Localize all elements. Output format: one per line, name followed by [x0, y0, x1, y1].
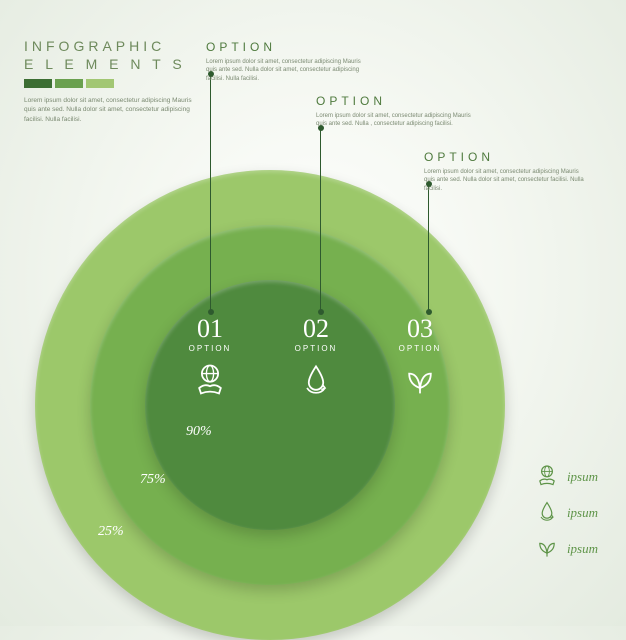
legend-item-2: ipsum	[535, 499, 598, 527]
header-body: Lorem ipsum dolor sit amet, consectetur …	[24, 96, 194, 124]
callout-body-1: Lorem ipsum dolor sit amet, consectetur …	[206, 58, 366, 83]
callout-title-1: OPTION	[206, 40, 366, 54]
percent-label-2: 75%	[140, 472, 166, 488]
option-label-1: OPTION	[170, 344, 250, 353]
ring-option-3: 03 OPTION	[380, 316, 460, 397]
callout-2: OPTION Lorem ipsum dolor sit amet, conse…	[316, 94, 476, 129]
header-title-line2: E L E M E N T S	[24, 56, 186, 72]
infographic-stage: INFOGRAPHIC E L E M E N T S Lorem ipsum …	[0, 0, 626, 626]
option-number-1: 01	[170, 316, 250, 342]
leaf-icon	[535, 535, 559, 563]
swatch-2	[86, 79, 114, 88]
ring-option-2: 02 OPTION	[276, 316, 356, 397]
leader-line-2	[320, 128, 321, 312]
callout-title-2: OPTION	[316, 94, 476, 108]
globe-hand-icon	[535, 463, 559, 491]
water-recycle-icon	[276, 361, 356, 397]
globe-hand-icon	[170, 361, 250, 397]
callout-3: OPTION Lorem ipsum dolor sit amet, conse…	[424, 150, 584, 193]
leader-line-3	[428, 184, 429, 312]
callout-title-3: OPTION	[424, 150, 584, 164]
swatch-1	[55, 79, 83, 88]
header-swatches	[24, 79, 194, 88]
option-label-2: OPTION	[276, 344, 356, 353]
callout-1: OPTION Lorem ipsum dolor sit amet, conse…	[206, 40, 366, 83]
legend-text-3: ipsum	[567, 541, 598, 557]
legend: ipsum ipsum ipsum	[535, 455, 598, 571]
water-recycle-icon	[535, 499, 559, 527]
leader-line-1	[210, 74, 211, 312]
leaf-icon	[380, 361, 460, 397]
legend-item-3: ipsum	[535, 535, 598, 563]
legend-text-2: ipsum	[567, 505, 598, 521]
header-title: INFOGRAPHIC E L E M E N T S	[24, 38, 194, 73]
option-number-3: 03	[380, 316, 460, 342]
header-title-line1: INFOGRAPHIC	[24, 38, 165, 54]
legend-text-1: ipsum	[567, 469, 598, 485]
swatch-0	[24, 79, 52, 88]
callout-body-2: Lorem ipsum dolor sit amet, consectetur …	[316, 112, 476, 129]
option-label-3: OPTION	[380, 344, 460, 353]
header-block: INFOGRAPHIC E L E M E N T S Lorem ipsum …	[24, 38, 194, 124]
legend-item-1: ipsum	[535, 463, 598, 491]
percent-label-3: 90%	[186, 424, 212, 440]
option-number-2: 02	[276, 316, 356, 342]
callout-body-3: Lorem ipsum dolor sit amet, consectetur …	[424, 168, 584, 193]
ring-option-1: 01 OPTION	[170, 316, 250, 397]
percent-label-1: 25%	[98, 524, 124, 540]
